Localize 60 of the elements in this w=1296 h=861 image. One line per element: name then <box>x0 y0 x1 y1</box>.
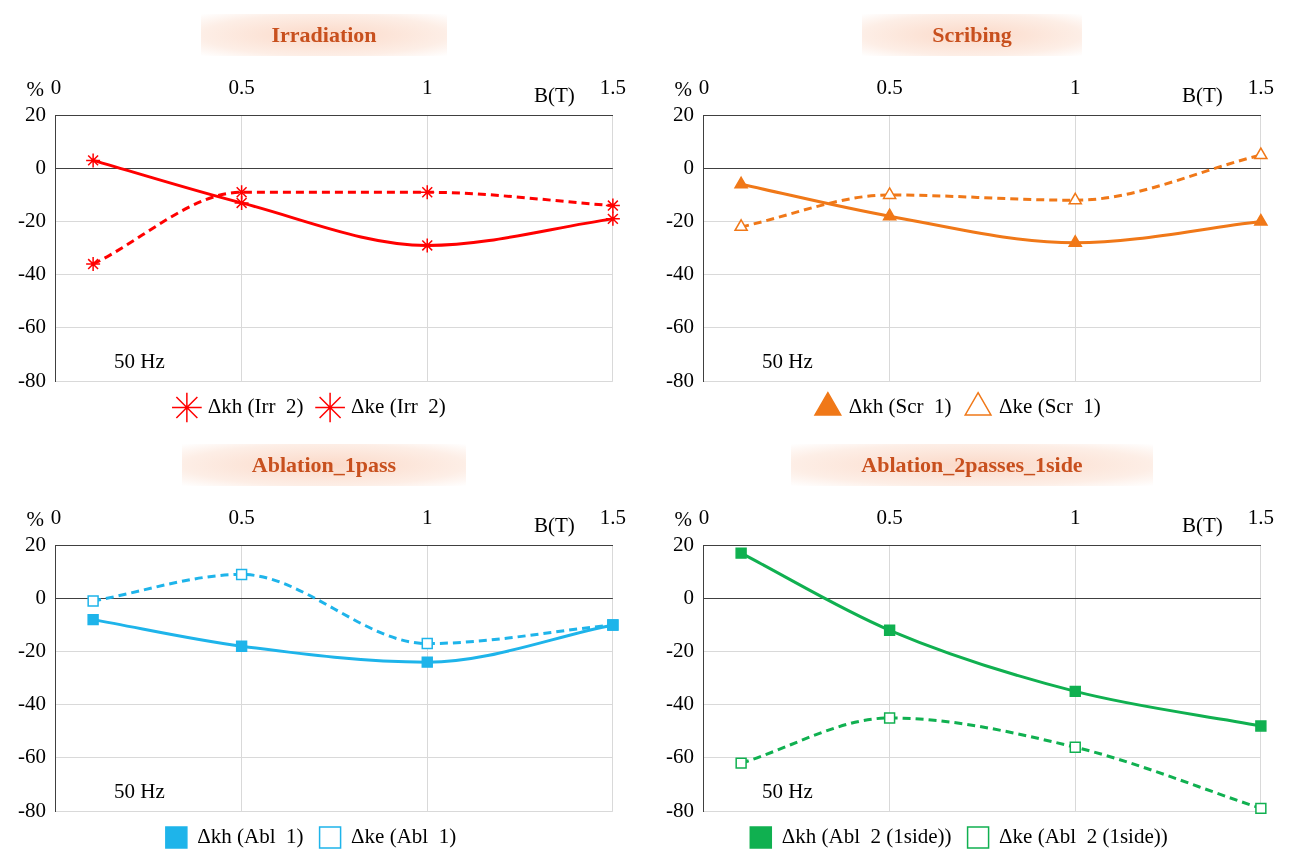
legend-label: Δke (Abl 1) <box>351 824 457 849</box>
legend-label: Δkh (Abl 1) <box>197 824 304 849</box>
x-axis-title: B(T) <box>1182 83 1223 108</box>
x-tick-label: 1.5 <box>599 505 626 530</box>
y-tick-label: 20 <box>24 531 46 556</box>
chart-title: Ablation_2passes_1side <box>791 444 1153 486</box>
x-axis-title: B(T) <box>534 83 575 108</box>
y-tick-label: 0 <box>683 584 694 609</box>
y-tick-label: -20 <box>665 208 694 233</box>
y-axis-title: % <box>674 77 692 102</box>
y-tick-label: -60 <box>17 314 46 339</box>
annotation: 50 Hz <box>113 349 165 374</box>
x-tick-label: 1 <box>1070 505 1081 530</box>
y-tick-label: -60 <box>17 744 46 769</box>
y-tick-label: -40 <box>17 261 46 286</box>
x-axis-title: B(T) <box>1182 513 1223 538</box>
y-tick-label: -60 <box>665 744 694 769</box>
x-tick-label: 1 <box>422 505 433 530</box>
y-tick-label: -80 <box>665 797 694 822</box>
y-tick-label: -20 <box>17 208 46 233</box>
annotation: 50 Hz <box>761 779 813 804</box>
chart-title: Irradiation <box>201 14 447 56</box>
x-tick-label: 1.5 <box>1247 505 1274 530</box>
legend-label: Δkh (Irr 2) <box>207 394 304 419</box>
x-tick-label: 1 <box>1070 75 1081 100</box>
y-tick-label: -80 <box>17 367 46 392</box>
legend-label: Δkh (Scr 1) <box>848 394 952 419</box>
y-tick-label: 20 <box>672 531 694 556</box>
y-tick-label: -40 <box>665 261 694 286</box>
y-tick-label: -40 <box>17 691 46 716</box>
y-tick-label: -20 <box>665 638 694 663</box>
legend-label: Δkh (Abl 2 (1side)) <box>781 824 952 849</box>
legend-label: Δke (Scr 1) <box>999 394 1101 419</box>
y-tick-label: -60 <box>665 314 694 339</box>
chart-title: Scribing <box>862 14 1082 56</box>
legend-label: Δke (Abl 2 (1side)) <box>999 824 1168 849</box>
x-tick-label: 0.5 <box>876 75 903 100</box>
x-tick-label: 1.5 <box>599 75 626 100</box>
x-tick-label: 0.5 <box>228 75 255 100</box>
y-tick-label: -20 <box>17 638 46 663</box>
y-tick-label: -40 <box>665 691 694 716</box>
y-tick-label: 20 <box>672 101 694 126</box>
y-axis-title: % <box>674 507 692 532</box>
y-axis-title: % <box>26 507 44 532</box>
x-tick-label: 1 <box>422 75 433 100</box>
annotation: 50 Hz <box>113 779 165 804</box>
x-tick-label: 1.5 <box>1247 75 1274 100</box>
y-axis-title: % <box>26 77 44 102</box>
y-tick-label: 0 <box>35 154 46 179</box>
annotation: 50 Hz <box>761 349 813 374</box>
y-tick-label: 20 <box>24 101 46 126</box>
chart-title: Ablation_1pass <box>181 444 467 486</box>
x-tick-label: 0.5 <box>228 505 255 530</box>
y-tick-label: 0 <box>683 154 694 179</box>
y-tick-label: 0 <box>35 584 46 609</box>
y-tick-label: -80 <box>17 797 46 822</box>
x-tick-label: 0.5 <box>876 505 903 530</box>
x-axis-title: B(T) <box>534 513 575 538</box>
y-tick-label: -80 <box>665 367 694 392</box>
legend-label: Δke (Irr 2) <box>351 394 446 419</box>
